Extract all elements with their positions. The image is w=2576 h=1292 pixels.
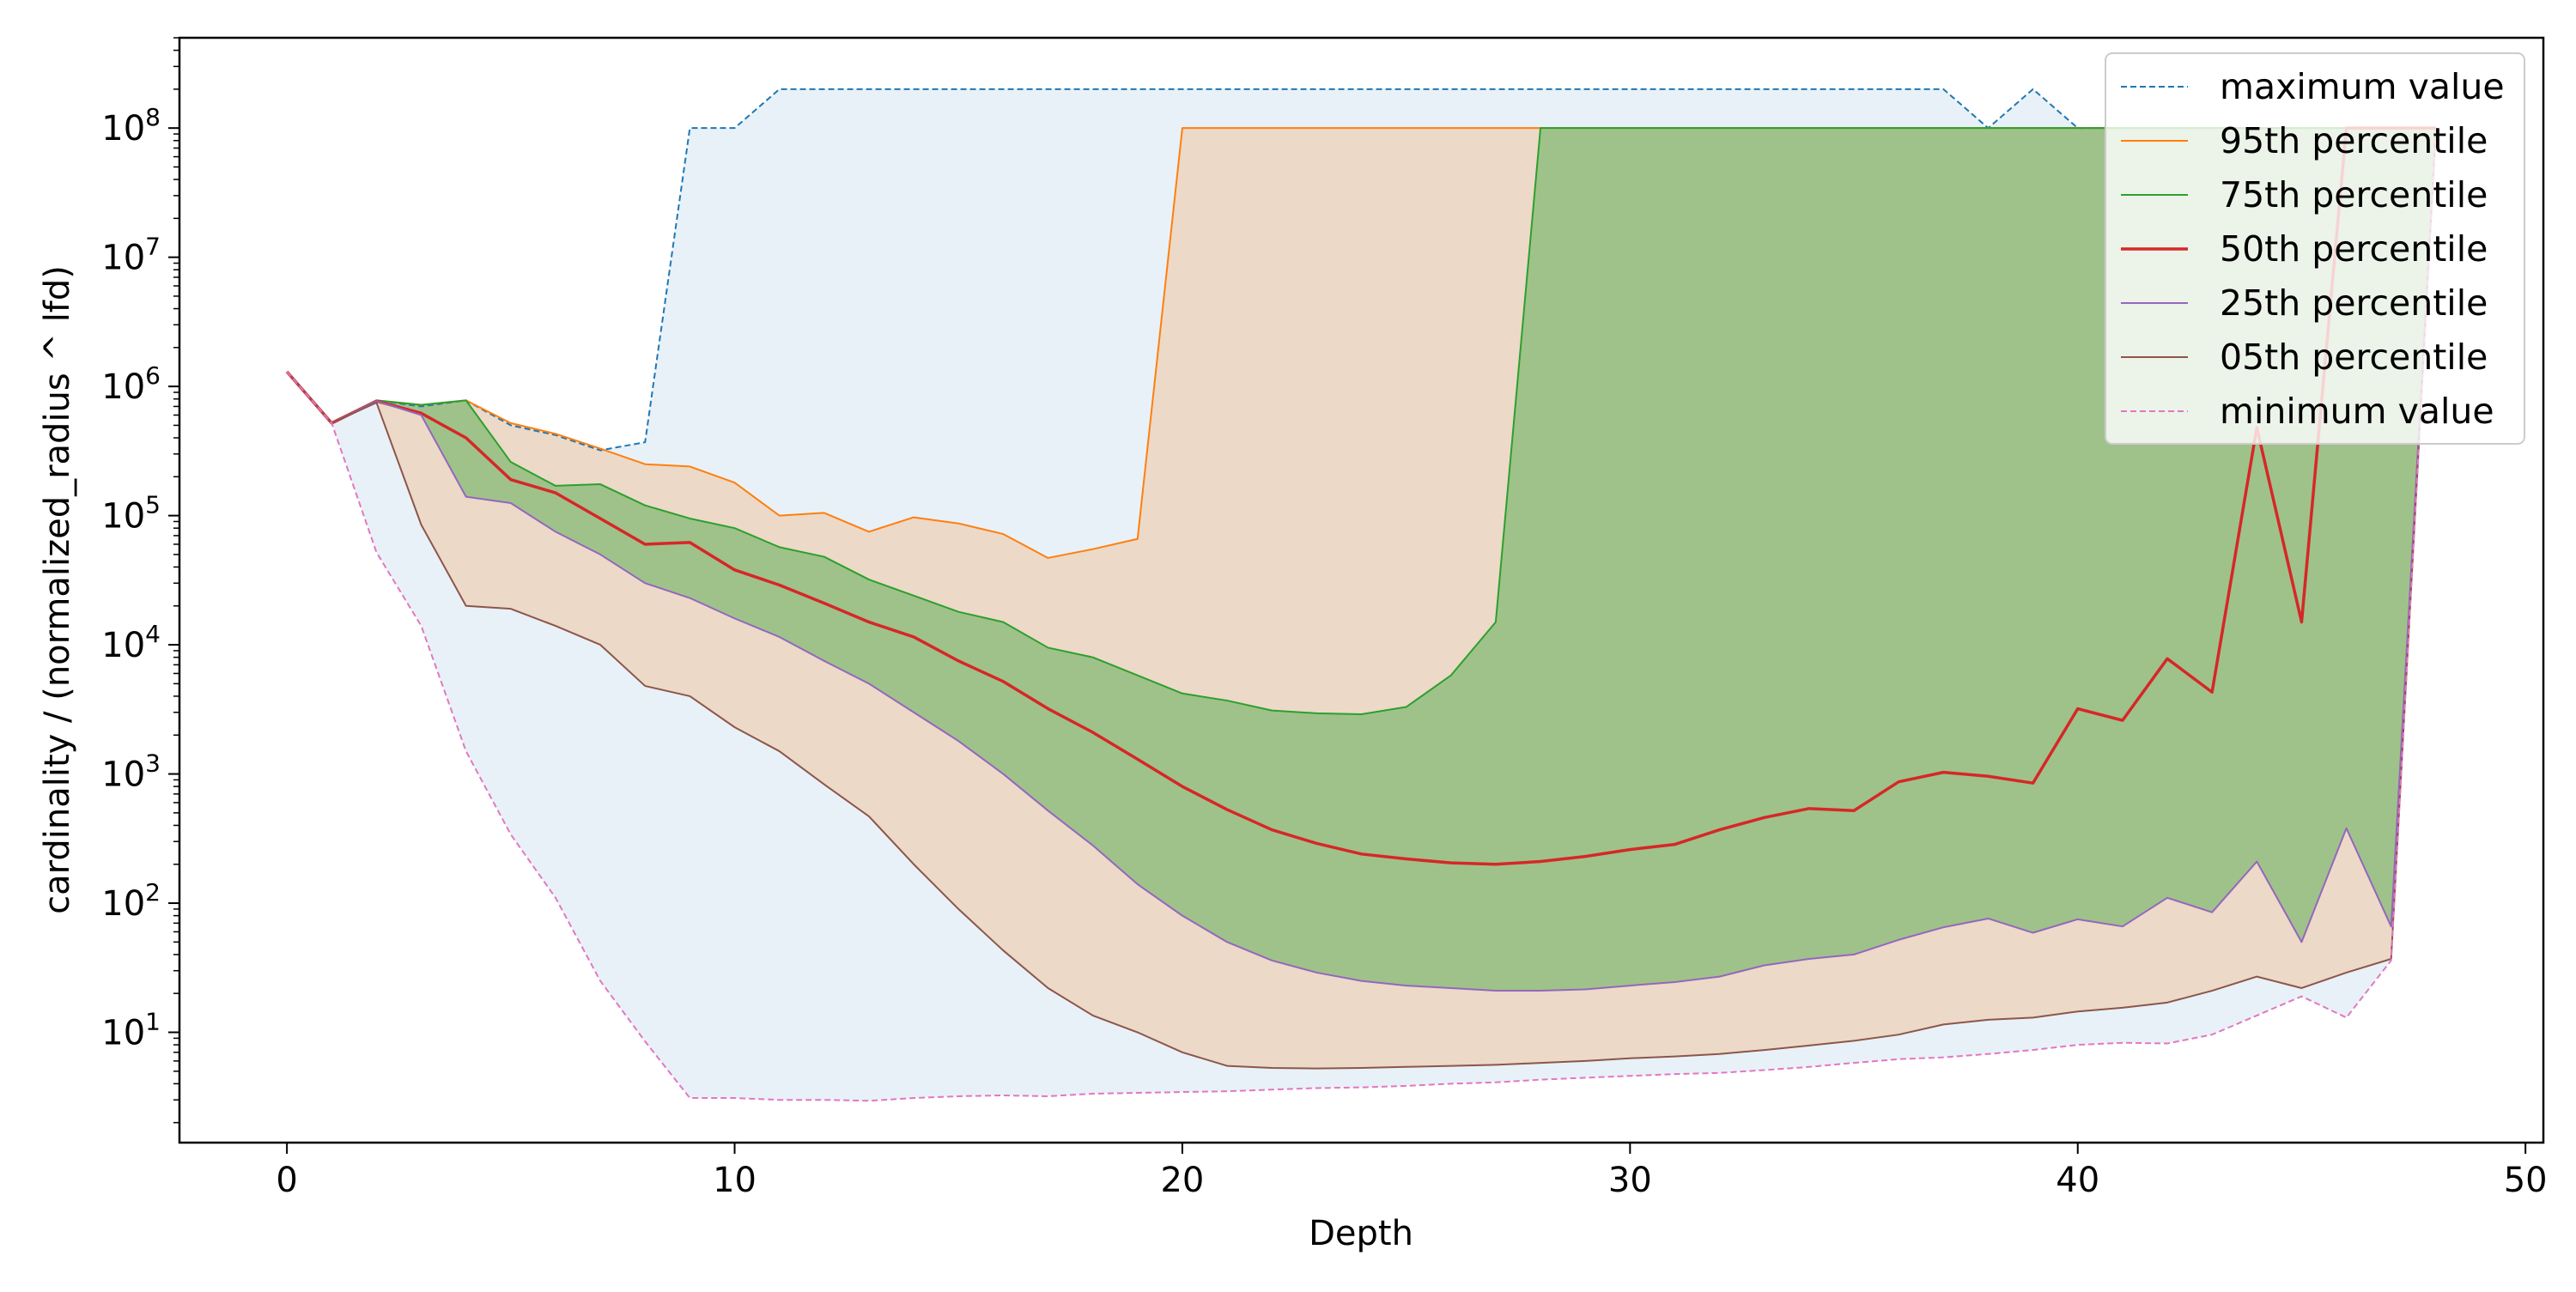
legend-label: 75th percentile <box>2220 174 2488 215</box>
band-minimum-value-to-maximum-value <box>287 88 2436 1101</box>
x-tick-label: 20 <box>1160 1161 1204 1200</box>
lines-layer <box>285 88 2437 1102</box>
x-axis: 0 10 20 30 40 50 <box>276 1143 2548 1200</box>
x-tick-label: 30 <box>1608 1161 1652 1200</box>
x-axis-label: Depth <box>1309 1214 1413 1253</box>
band-25th-percentile-to-75th-percentile <box>287 128 2436 992</box>
legend-label: 25th percentile <box>2220 282 2488 324</box>
legend-box <box>2105 52 2525 445</box>
legend-label: 50th percentile <box>2220 228 2488 270</box>
y-tick-label: 105 <box>101 491 161 537</box>
series-line-minimum-value <box>286 128 2437 1102</box>
y-tick-label: 107 <box>101 233 161 278</box>
legend-item-95th-percentile: 95th percentile <box>2121 120 2488 161</box>
legend-item-25th-percentile: 25th percentile <box>2121 282 2488 324</box>
legend-item-minimum-value: minimum value <box>2121 391 2494 432</box>
legend-label: 05th percentile <box>2220 337 2488 378</box>
band-05th-percentile-to-95th-percentile <box>287 128 2436 1069</box>
y-axis-label: cardinality / (normalized_radius ^ lfd) <box>38 265 77 914</box>
x-tick-label: 50 <box>2504 1161 2548 1200</box>
y-tick-label: 108 <box>101 103 161 149</box>
y-tick-label: 103 <box>101 749 161 795</box>
legend-label: 95th percentile <box>2220 120 2488 161</box>
y-axis: 101 102 103 104 105 106 107 108 <box>101 37 179 1124</box>
legend-item-05th-percentile: 05th percentile <box>2121 337 2488 378</box>
series-line-25th-percentile <box>286 128 2437 992</box>
x-tick-label: 0 <box>276 1161 297 1200</box>
legend-item-50th-percentile: 50th percentile <box>2121 228 2488 270</box>
x-tick-label: 40 <box>2056 1161 2099 1200</box>
series-line-50th-percentile <box>285 126 2436 866</box>
series-line-75th-percentile <box>286 127 2436 715</box>
y-tick-label: 101 <box>101 1008 161 1053</box>
series-line-maximum-value <box>286 88 2436 452</box>
bands-layer <box>287 88 2436 1101</box>
y-tick-label: 106 <box>101 361 161 407</box>
x-tick-label: 10 <box>713 1161 756 1200</box>
legend-label: maximum value <box>2220 66 2505 107</box>
y-tick-label: 104 <box>101 620 161 665</box>
legend-item-75th-percentile: 75th percentile <box>2121 174 2488 215</box>
legend: maximum value 95th percentile 75th percent… <box>2105 52 2525 445</box>
y-tick-label: 102 <box>101 878 161 924</box>
series-line-05th-percentile <box>286 128 2437 1070</box>
legend-label: minimum value <box>2220 391 2494 432</box>
legend-item-maximum-value: maximum value <box>2121 66 2505 107</box>
plot-frame <box>178 36 2545 1144</box>
